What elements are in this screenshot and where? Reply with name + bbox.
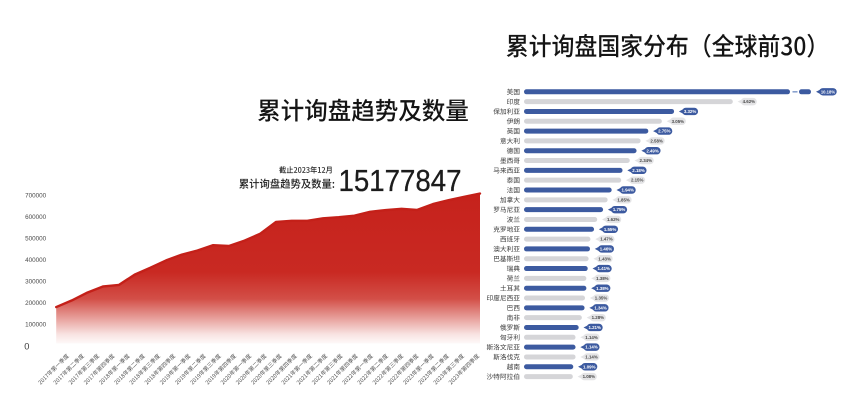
svg-text:10.18%: 10.18% xyxy=(821,89,835,94)
svg-text:500000: 500000 xyxy=(25,235,47,242)
svg-text:1.35%: 1.35% xyxy=(595,296,608,301)
svg-text:1.41%: 1.41% xyxy=(598,266,611,271)
svg-text:300000: 300000 xyxy=(25,278,47,285)
svg-text:2.18%: 2.18% xyxy=(632,168,645,173)
svg-text:1.47%: 1.47% xyxy=(600,237,613,242)
svg-text:1.55%: 1.55% xyxy=(604,227,617,232)
svg-text:1.85%: 1.85% xyxy=(617,197,630,202)
svg-text:2.49%: 2.49% xyxy=(646,148,659,153)
svg-text:1.46%: 1.46% xyxy=(600,246,613,251)
svg-text:400000: 400000 xyxy=(25,257,47,264)
svg-text:1.38%: 1.38% xyxy=(596,286,609,291)
svg-text:1.34%: 1.34% xyxy=(594,305,607,310)
svg-text:1.43%: 1.43% xyxy=(598,256,611,261)
svg-text:1.14%: 1.14% xyxy=(585,345,598,350)
svg-text:2.15%: 2.15% xyxy=(631,178,644,183)
svg-text:1.75%: 1.75% xyxy=(613,207,626,212)
svg-text:600000: 600000 xyxy=(25,214,47,221)
svg-text:2.58%: 2.58% xyxy=(650,138,663,143)
svg-text:1.08%: 1.08% xyxy=(583,374,596,379)
svg-text:100000: 100000 xyxy=(25,321,47,328)
svg-text:200000: 200000 xyxy=(25,300,47,307)
svg-text:1.14%: 1.14% xyxy=(585,354,598,359)
svg-text:1.09%: 1.09% xyxy=(583,364,596,369)
svg-text:3.32%: 3.32% xyxy=(684,109,697,114)
svg-text:1.38%: 1.38% xyxy=(596,276,609,281)
svg-text:1.94%: 1.94% xyxy=(621,188,634,193)
svg-text:700000: 700000 xyxy=(25,192,47,199)
svg-text:2.75%: 2.75% xyxy=(658,129,671,134)
svg-text:15177847: 15177847 xyxy=(339,163,462,198)
svg-text:3.05%: 3.05% xyxy=(672,119,685,124)
svg-text:1.62%: 1.62% xyxy=(607,217,620,222)
svg-text:4.62%: 4.62% xyxy=(743,99,756,104)
svg-text:1.14%: 1.14% xyxy=(585,335,598,340)
svg-text:1.21%: 1.21% xyxy=(588,325,601,330)
svg-text:2.34%: 2.34% xyxy=(640,158,653,163)
svg-text:0: 0 xyxy=(24,342,29,352)
svg-text:1.28%: 1.28% xyxy=(592,315,605,320)
